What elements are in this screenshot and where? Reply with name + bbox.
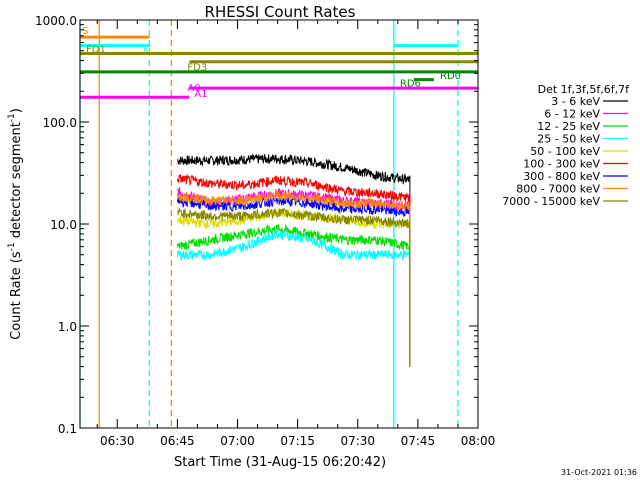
y-axis-ticks: 0.1 1.0 10.0 100.0 1000.0 <box>35 14 478 436</box>
series-line <box>176 153 411 367</box>
x-axis-label: Start Time (31-Aug-15 06:20:42) <box>174 455 386 470</box>
x-tick-label: 07:15 <box>280 434 315 448</box>
legend-label: 6 - 12 keV <box>544 108 600 121</box>
x-tick-label: 07:00 <box>220 434 255 448</box>
plot-area: SNFD1FD3RD0RD6A0A1 <box>79 20 478 428</box>
y-label-sup1: -1 <box>7 242 17 251</box>
y-label-sup2: -1 <box>7 113 17 122</box>
y-tick-label: 0.1 <box>58 422 77 436</box>
state-bar-label: S <box>82 26 88 37</box>
series-line <box>177 206 411 367</box>
y-tick-label: 1.0 <box>58 320 77 334</box>
legend-label: 50 - 100 keV <box>530 145 600 158</box>
series-line <box>176 173 411 367</box>
state-bar-label: RD0 <box>440 71 461 82</box>
y-tick-label: 100.0 <box>43 116 77 130</box>
series-line <box>176 229 411 367</box>
x-tick-label: 06:30 <box>100 434 135 448</box>
y-tick-label: 1000.0 <box>35 14 77 28</box>
legend-label: 7000 - 15000 keV <box>502 195 600 208</box>
y-tick-label: 10.0 <box>50 218 77 232</box>
x-tick-label: 06:45 <box>160 434 195 448</box>
legend-label: 300 - 800 keV <box>523 170 600 183</box>
y-label-part: Count Rate (s <box>9 251 24 340</box>
legend-label: 25 - 50 keV <box>537 133 600 146</box>
x-axis-ticks: 06:30 06:45 07:00 07:15 07:30 07:45 08:00 <box>96 20 496 448</box>
state-bar-label: FD3 <box>187 63 207 74</box>
y-label-end: ) <box>9 108 24 113</box>
x-tick-label: 07:45 <box>401 434 436 448</box>
legend-label: 3 - 6 keV <box>551 95 600 108</box>
legend-label: 100 - 300 keV <box>523 158 600 171</box>
state-bar-label: RD6 <box>400 79 421 90</box>
legend-title: Det 1f,3f,5f,6f,7f <box>538 83 631 96</box>
chart-title: RHESSI Count Rates <box>205 3 356 21</box>
legend-label: 800 - 7000 keV <box>516 183 600 196</box>
state-bar-label: A1 <box>194 89 207 100</box>
state-bar-label: FD1 <box>86 44 106 55</box>
x-tick-label: 07:30 <box>340 434 375 448</box>
series-line <box>176 189 411 367</box>
series-line <box>176 223 411 367</box>
x-tick-label: 08:00 <box>461 434 496 448</box>
legend-label: 12 - 25 keV <box>537 120 600 133</box>
timestamp: 31-Oct-2021 01:36 <box>561 468 637 477</box>
y-axis-label: Count Rate (s-1 detector segment-1) <box>7 108 24 340</box>
y-label-part2: detector segment <box>9 122 24 242</box>
